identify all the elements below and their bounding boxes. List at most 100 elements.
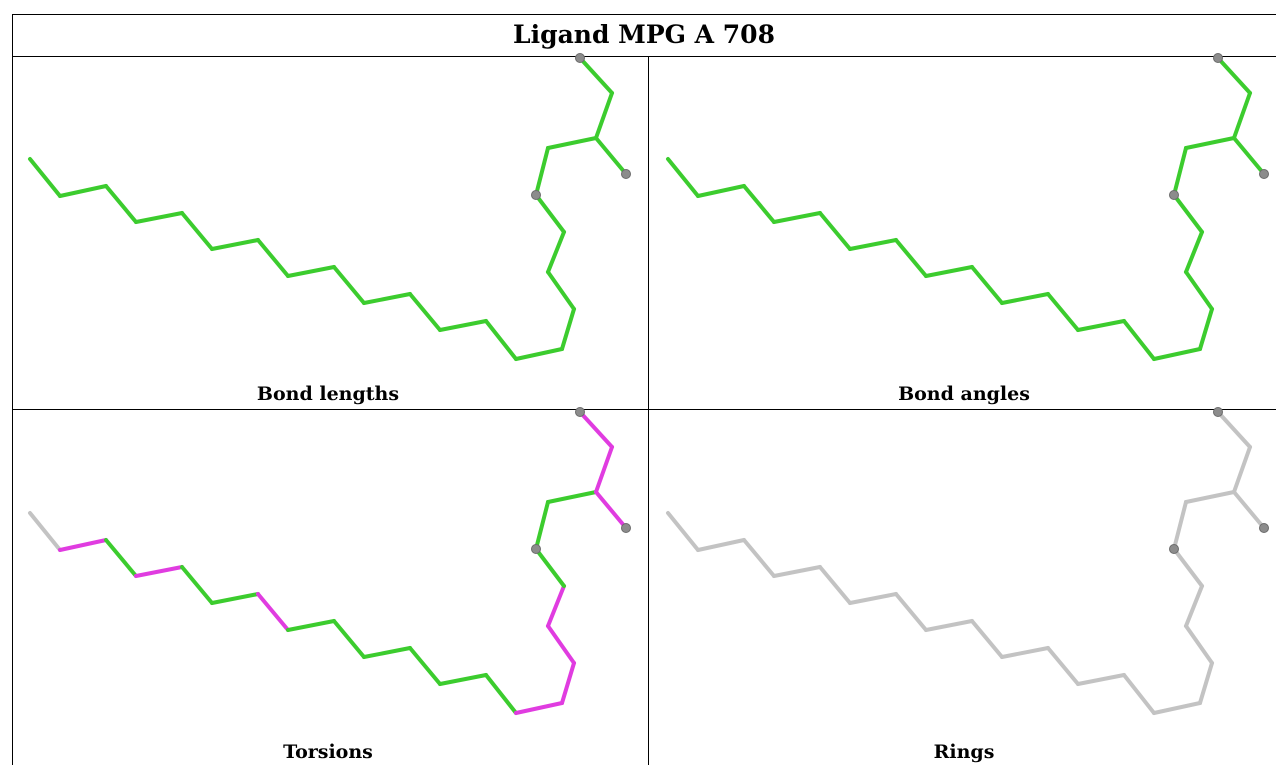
- bond-bond-lengths-15: [546, 270, 576, 311]
- atom-marker-bond-angles-23: [1259, 169, 1269, 179]
- bond-bond-lengths-1: [58, 184, 108, 198]
- bond-bond-lengths-13: [514, 347, 564, 361]
- bond-bond-lengths-18: [534, 146, 550, 197]
- atom-marker-bond-angles-18: [1169, 190, 1179, 200]
- bond-bond-angles-13: [1152, 347, 1202, 361]
- bond-rings-5: [848, 592, 898, 605]
- bond-rings-18: [1172, 500, 1188, 551]
- atom-marker-torsions-18: [531, 544, 541, 554]
- bond-torsions-20: [594, 445, 614, 494]
- molecule-bond-angles: [666, 53, 1269, 361]
- bond-bond-angles-22: [1232, 136, 1266, 176]
- bond-bond-angles-16: [1184, 230, 1204, 274]
- bond-rings-10: [1046, 646, 1080, 686]
- bond-bond-lengths-0: [28, 157, 62, 198]
- bond-bond-lengths-22: [594, 136, 628, 176]
- bond-rings-14: [1198, 661, 1214, 705]
- bond-rings-9: [1000, 646, 1050, 659]
- bond-bond-lengths-16: [546, 230, 566, 274]
- atom-marker-torsions-22: [575, 407, 585, 417]
- bond-rings-16: [1184, 584, 1204, 628]
- caption-bond-angles: Bond angles: [898, 383, 1030, 405]
- bond-bond-lengths-11: [438, 319, 488, 332]
- bond-bond-angles-9: [1000, 292, 1050, 305]
- bond-bond-lengths-8: [332, 265, 366, 305]
- figure-title: Ligand MPG A 708: [513, 20, 775, 49]
- bond-torsions-6: [256, 592, 290, 632]
- panels-layer: [28, 53, 1269, 715]
- bond-bond-angles-0: [666, 157, 700, 198]
- bond-bond-lengths-12: [484, 319, 518, 361]
- bond-bond-angles-12: [1122, 319, 1156, 361]
- bond-torsions-7: [286, 619, 336, 632]
- bond-bond-angles-14: [1198, 307, 1214, 351]
- bond-bond-lengths-19: [546, 136, 598, 150]
- bond-torsions-13: [514, 701, 564, 715]
- bond-rings-3: [772, 565, 822, 578]
- bond-rings-21: [1216, 410, 1252, 449]
- bond-bond-angles-2: [742, 184, 776, 224]
- atom-marker-bond-lengths-23: [621, 169, 631, 179]
- molecule-bond-lengths: [28, 53, 631, 361]
- bond-rings-0: [666, 511, 700, 552]
- bond-torsions-22: [594, 490, 628, 530]
- bond-bond-angles-17: [1172, 193, 1204, 234]
- bond-torsions-1: [58, 538, 108, 552]
- bond-bond-lengths-10: [408, 292, 442, 332]
- bond-bond-angles-18: [1172, 146, 1188, 197]
- bond-rings-2: [742, 538, 776, 578]
- bond-bond-lengths-14: [560, 307, 576, 351]
- atom-marker-rings-22: [1213, 407, 1223, 417]
- atom-marker-torsions-23: [621, 523, 631, 533]
- bond-torsions-18: [534, 500, 550, 551]
- bond-bond-lengths-17: [534, 193, 566, 234]
- caption-rings: Rings: [933, 741, 995, 763]
- bond-rings-8: [970, 619, 1004, 659]
- bond-bond-angles-11: [1076, 319, 1126, 332]
- bond-rings-12: [1122, 673, 1156, 715]
- bond-rings-11: [1076, 673, 1126, 686]
- bond-rings-19: [1184, 490, 1236, 504]
- bond-rings-22: [1232, 490, 1266, 530]
- bond-bond-angles-3: [772, 211, 822, 224]
- bond-torsions-0: [28, 511, 62, 552]
- bond-bond-angles-15: [1184, 270, 1214, 311]
- bond-bond-angles-21: [1216, 56, 1252, 95]
- bond-bond-angles-7: [924, 265, 974, 278]
- bond-torsions-10: [408, 646, 442, 686]
- atom-marker-rings-23: [1259, 523, 1269, 533]
- bond-torsions-15: [546, 624, 576, 665]
- bond-rings-15: [1184, 624, 1214, 665]
- bond-bond-angles-8: [970, 265, 1004, 305]
- molecule-rings: [666, 407, 1269, 715]
- bond-bond-angles-1: [696, 184, 746, 198]
- bond-bond-lengths-9: [362, 292, 412, 305]
- bond-bond-lengths-5: [210, 238, 260, 251]
- bond-torsions-8: [332, 619, 366, 659]
- bond-torsions-21: [578, 410, 614, 449]
- bond-torsions-3: [134, 565, 184, 578]
- bond-bond-lengths-20: [594, 91, 614, 140]
- bond-rings-6: [894, 592, 928, 632]
- bond-rings-4: [818, 565, 852, 605]
- bond-rings-13: [1152, 701, 1202, 715]
- bond-torsions-16: [546, 584, 566, 628]
- bond-torsions-9: [362, 646, 412, 659]
- bond-bond-lengths-7: [286, 265, 336, 278]
- bond-bond-angles-4: [818, 211, 852, 251]
- bond-bond-lengths-4: [180, 211, 214, 251]
- bond-torsions-17: [534, 547, 566, 588]
- bond-torsions-5: [210, 592, 260, 605]
- atom-marker-bond-angles-22: [1213, 53, 1223, 63]
- bond-torsions-19: [546, 490, 598, 504]
- bond-torsions-2: [104, 538, 138, 578]
- caption-bond-lengths: Bond lengths: [256, 383, 400, 405]
- atom-marker-bond-lengths-22: [575, 53, 585, 63]
- bond-rings-7: [924, 619, 974, 632]
- bond-bond-angles-19: [1184, 136, 1236, 150]
- bond-torsions-4: [180, 565, 214, 605]
- bond-bond-lengths-3: [134, 211, 184, 224]
- bond-torsions-14: [560, 661, 576, 705]
- bond-bond-lengths-2: [104, 184, 138, 224]
